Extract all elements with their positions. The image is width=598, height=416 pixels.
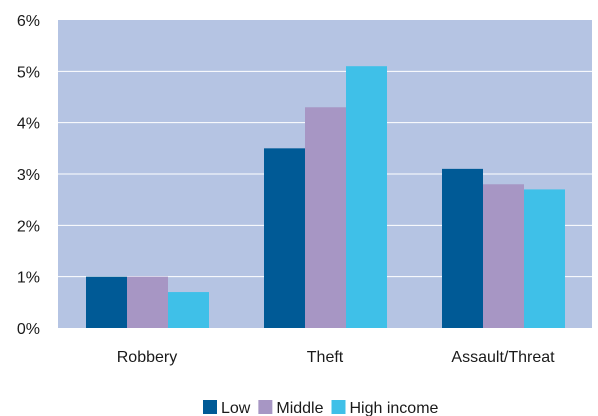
legend-swatch	[331, 400, 346, 414]
bar	[483, 184, 524, 328]
bar	[305, 107, 346, 329]
category-label: Assault/Threat	[451, 349, 555, 366]
bar	[346, 66, 387, 328]
bar	[264, 148, 305, 328]
legend-swatch	[258, 400, 273, 414]
x-axis-category-labels: Robbery Theft Assault/Threat	[117, 349, 555, 366]
legend-label: High income	[350, 400, 439, 416]
y-tick-label: 2%	[17, 218, 40, 235]
y-tick-label: 5%	[17, 64, 40, 81]
bar	[86, 276, 127, 328]
bars	[86, 66, 565, 329]
y-tick-label: 1%	[17, 270, 40, 287]
bar	[442, 168, 483, 328]
y-tick-label: 3%	[17, 167, 40, 184]
category-label: Theft	[307, 349, 344, 366]
y-tick-label: 4%	[17, 116, 40, 133]
legend-label: Middle	[276, 400, 323, 416]
legend-label: Low	[221, 400, 251, 416]
bar	[127, 276, 168, 328]
legend-swatch	[203, 400, 217, 414]
legend: Low Middle High income	[203, 400, 439, 416]
y-axis-tick-labels: 0% 1% 2% 3% 4% 5% 6%	[17, 13, 40, 338]
bar	[168, 292, 209, 328]
y-tick-label: 6%	[17, 13, 40, 30]
bar	[524, 189, 565, 328]
category-label: Robbery	[117, 349, 177, 366]
y-tick-label: 0%	[17, 321, 40, 338]
